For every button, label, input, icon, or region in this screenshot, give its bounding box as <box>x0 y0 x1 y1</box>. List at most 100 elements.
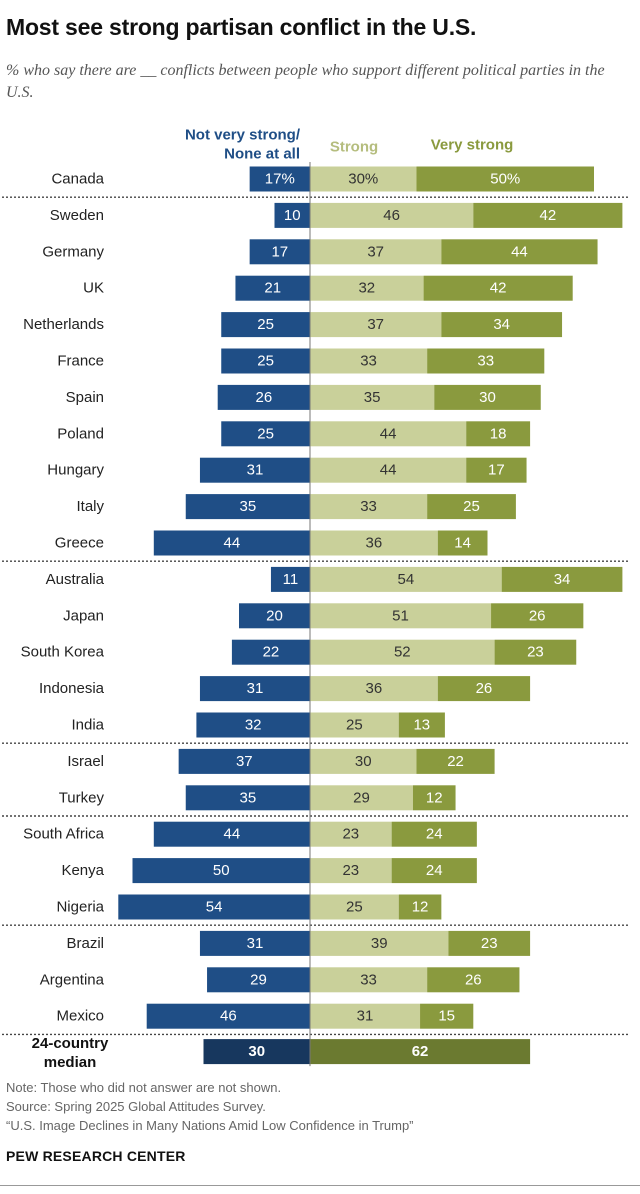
bar-very-strong <box>466 421 531 447</box>
note-line: Note: Those who did not answer are not s… <box>6 1080 282 1095</box>
bar-not-strong <box>217 384 310 410</box>
bar-very-strong <box>391 858 477 884</box>
bar-very-strong <box>398 712 445 738</box>
bar-very-strong <box>441 239 598 265</box>
bar-very-strong <box>473 202 623 228</box>
category-label: South Africa <box>23 826 105 843</box>
category-label: Italy <box>76 498 104 515</box>
bar-strong <box>310 457 467 483</box>
bar-strong <box>310 239 442 265</box>
bar-very-strong <box>441 312 563 338</box>
bar-not-strong <box>153 530 310 556</box>
bar-strong <box>310 275 424 301</box>
data-label-not-strong: 35 <box>240 498 257 515</box>
bar-not-strong <box>221 348 310 374</box>
bar-very-strong <box>398 894 442 920</box>
bar-not-strong <box>196 712 310 738</box>
data-label-very-strong: 22 <box>447 753 464 770</box>
bar-not-strong <box>185 494 310 520</box>
data-label-not-strong: 26 <box>256 389 273 406</box>
category-label: South Korea <box>21 644 105 661</box>
category-label: Spain <box>66 389 104 406</box>
bar-not-strong <box>235 275 310 301</box>
bar-strong <box>310 566 502 592</box>
category-label: Kenya <box>61 862 104 879</box>
legend-not-strong-line1: Not very strong/ <box>185 127 301 144</box>
source-line: Source: Spring 2025 Global Attitudes Sur… <box>6 1099 266 1114</box>
data-label-strong: 33 <box>360 498 377 515</box>
bar-not-strong <box>199 676 310 702</box>
data-label-very-strong: 26 <box>465 971 482 988</box>
data-label-strong: 31 <box>357 1008 374 1025</box>
median-bar-strong <box>310 1039 531 1065</box>
bar-strong <box>310 530 438 556</box>
category-label: Poland <box>57 425 104 442</box>
data-label-very-strong: 14 <box>454 535 471 552</box>
data-label-very-strong: 23 <box>527 644 544 661</box>
bar-not-strong <box>221 421 310 447</box>
median-value-not-strong: 30 <box>248 1043 265 1060</box>
category-label: France <box>57 353 104 370</box>
category-label: Turkey <box>59 789 105 806</box>
bar-very-strong <box>494 639 577 665</box>
data-label-not-strong: 50 <box>213 862 230 879</box>
bar-very-strong <box>448 930 531 956</box>
median-label-line2: median <box>44 1054 97 1070</box>
bar-not-strong <box>118 894 310 920</box>
bar-very-strong <box>420 1003 474 1029</box>
data-label-very-strong: 34 <box>554 571 571 588</box>
chart-notes: Note: Those who did not answer are not s… <box>6 1078 414 1135</box>
data-label-strong: 23 <box>342 862 359 879</box>
bar-very-strong <box>437 530 488 556</box>
data-label-very-strong: 24 <box>426 826 443 843</box>
data-label-not-strong: 25 <box>257 425 274 442</box>
category-label: India <box>71 717 104 734</box>
bar-strong <box>310 202 474 228</box>
bar-very-strong <box>434 384 541 410</box>
data-label-strong: 39 <box>371 935 388 952</box>
bar-very-strong <box>423 275 573 301</box>
legend-strong: Strong <box>330 139 378 156</box>
data-label-not-strong: 37 <box>236 753 253 770</box>
data-label-not-strong: 31 <box>247 935 264 952</box>
bar-not-strong <box>185 785 310 811</box>
bar-strong <box>310 421 467 447</box>
bar-strong <box>310 348 428 374</box>
data-label-very-strong: 50% <box>490 171 520 188</box>
category-label: UK <box>83 280 104 297</box>
data-label-not-strong: 31 <box>247 680 264 697</box>
data-label-very-strong: 12 <box>412 899 429 916</box>
data-label-strong: 37 <box>367 316 384 333</box>
bar-strong <box>310 821 392 847</box>
data-label-very-strong: 26 <box>476 680 493 697</box>
category-label: Argentina <box>40 971 105 988</box>
bar-not-strong <box>153 821 310 847</box>
bar-not-strong <box>239 603 310 629</box>
data-label-not-strong: 44 <box>224 535 241 552</box>
bar-strong <box>310 930 449 956</box>
bar-not-strong <box>249 239 310 265</box>
data-label-not-strong: 31 <box>247 462 264 479</box>
diverging-bar-chart: Not very strong/None at all Strong Very st… <box>2 127 628 1070</box>
data-label-strong: 25 <box>346 899 363 916</box>
bar-not-strong <box>231 639 310 665</box>
bar-not-strong <box>178 748 310 774</box>
category-label: Mexico <box>56 1008 104 1025</box>
data-label-very-strong: 24 <box>426 862 443 879</box>
bar-strong <box>310 639 495 665</box>
data-label-very-strong: 30 <box>479 389 496 406</box>
data-label-very-strong: 23 <box>481 935 498 952</box>
data-label-strong: 23 <box>342 826 359 843</box>
data-label-strong: 44 <box>380 425 397 442</box>
category-label: Canada <box>51 171 104 188</box>
data-label-not-strong: 10 <box>284 207 301 224</box>
bar-very-strong <box>427 348 545 374</box>
bar-strong <box>310 312 442 338</box>
data-label-very-strong: 42 <box>490 280 507 297</box>
bar-strong <box>310 676 438 702</box>
chart-subtitle: % who say there are __ conflicts between… <box>6 62 605 101</box>
bar-very-strong <box>416 166 594 192</box>
bar-very-strong <box>491 603 584 629</box>
data-label-very-strong: 42 <box>540 207 557 224</box>
data-label-not-strong: 54 <box>206 899 223 916</box>
